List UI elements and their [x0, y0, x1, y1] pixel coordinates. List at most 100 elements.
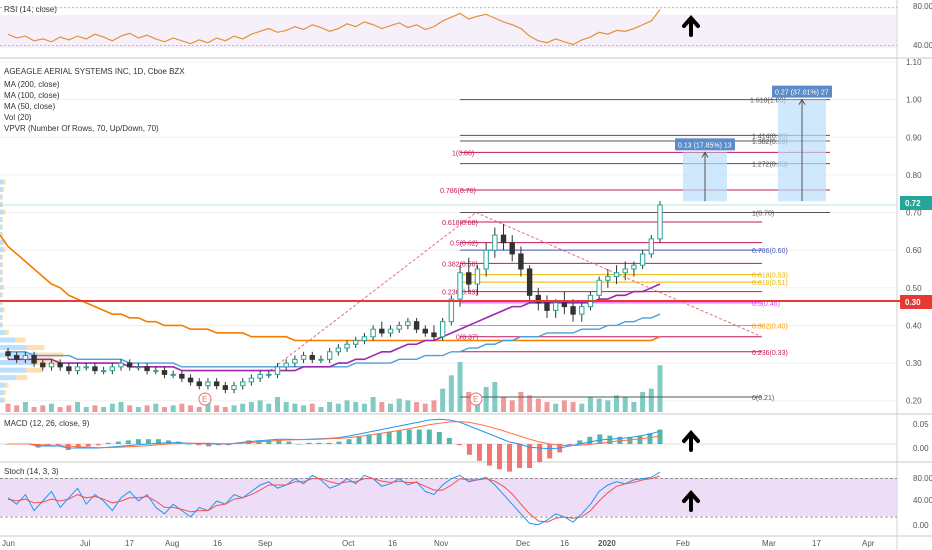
macd-histogram-bar — [547, 444, 552, 458]
candle-body — [110, 367, 114, 371]
vpvr-bar-down — [2, 217, 3, 222]
macd-histogram-bar — [326, 443, 331, 444]
candle-body — [310, 356, 314, 360]
candle-body — [371, 329, 375, 337]
volume-bar — [223, 407, 228, 412]
vpvr-bar-down — [2, 322, 3, 327]
volume-bar — [631, 402, 636, 412]
volume-bar — [179, 404, 184, 412]
vpvr-bar-up — [0, 187, 3, 192]
vpvr-bar-down — [2, 270, 3, 275]
macd-histogram-bar — [587, 437, 592, 444]
volume-bar — [197, 407, 202, 412]
volume-bar — [58, 407, 63, 412]
x-axis-label: Aug — [165, 539, 179, 548]
candle-body — [553, 303, 557, 311]
macd-histogram-bar — [186, 444, 191, 445]
candle-body — [223, 386, 227, 390]
legend-vol: Vol (20) — [4, 113, 32, 122]
volume-bar — [605, 400, 610, 412]
price-tick-label: 1.10 — [906, 58, 922, 67]
volume-bar — [23, 402, 28, 412]
volume-bar — [318, 407, 323, 412]
vpvr-bar-down — [4, 390, 6, 395]
volume-bar — [153, 404, 158, 412]
candle-body — [258, 374, 262, 378]
candle-body — [214, 382, 218, 386]
candle-body — [301, 356, 305, 360]
macd-histogram-bar — [487, 444, 492, 466]
vpvr-bar-up — [0, 270, 2, 275]
volume-bar — [266, 404, 271, 412]
volume-bar — [588, 397, 593, 412]
candle-body — [275, 367, 279, 375]
vpvr-bar-down — [2, 255, 3, 260]
volume-bar — [388, 404, 393, 412]
x-axis-label: Jul — [80, 539, 90, 548]
volume-bar — [214, 405, 219, 412]
candle-body — [128, 363, 132, 367]
vpvr-bar-down — [3, 398, 5, 403]
vpvr-bar-down — [2, 225, 3, 230]
candle-body — [580, 307, 584, 315]
candle-body — [406, 322, 410, 326]
vpvr-bar-up — [0, 255, 2, 260]
volume-bar — [145, 405, 150, 412]
candle-body — [458, 273, 462, 299]
fib-level-label: 1(0.86) — [452, 150, 474, 157]
volume-bar — [162, 407, 167, 412]
volume-bar — [397, 399, 402, 412]
candle-body — [423, 329, 427, 333]
candle-body — [197, 382, 201, 386]
vpvr-bar-up — [0, 285, 2, 290]
vpvr-bar-up — [0, 337, 15, 342]
x-axis-label: Nov — [434, 539, 448, 548]
vpvr-bar-down — [27, 345, 45, 350]
candle-body — [606, 277, 610, 281]
volume-bar — [518, 392, 523, 412]
vpvr-bar-down — [3, 247, 5, 252]
candle-body — [432, 333, 436, 337]
candle-body — [501, 235, 505, 243]
macd-histogram-bar — [377, 433, 382, 444]
macd-tick-000: 0.00 — [913, 444, 929, 453]
earnings-marker-2-label: E — [473, 395, 478, 404]
candle-body — [440, 322, 444, 337]
candle-body — [241, 382, 245, 386]
macd-histogram-bar — [387, 432, 392, 444]
candle-body — [232, 386, 236, 390]
vpvr-bar-up — [0, 247, 3, 252]
stoch-tick-40: 40.00 — [913, 496, 932, 505]
target-label: 0.27 (37.01%) 27 — [775, 90, 829, 97]
volume-bar — [458, 362, 463, 412]
volume-bar — [127, 405, 132, 412]
target-label: 0.13 (17.85%) 13 — [678, 142, 732, 149]
candle-body — [84, 367, 88, 368]
volume-bar — [614, 395, 619, 412]
volume-bar — [536, 399, 541, 412]
candle-body — [493, 235, 497, 250]
vpvr-bar-up — [0, 315, 2, 320]
volume-bar — [301, 405, 306, 412]
candle-body — [293, 359, 297, 363]
x-axis-label: 17 — [812, 539, 821, 548]
vpvr-bar-up — [0, 179, 3, 184]
rsi-tick-80: 80.00 — [913, 2, 932, 11]
candle-body — [145, 367, 149, 371]
macd-histogram-bar — [357, 437, 362, 444]
vpvr-bar-up — [0, 368, 26, 373]
x-axis-label: Sep — [258, 539, 273, 548]
macd-histogram-bar — [427, 430, 432, 444]
macd-histogram-bar — [116, 442, 121, 444]
candle-body — [380, 329, 384, 333]
price-tick-label: 0.80 — [906, 171, 922, 180]
volume-bar — [32, 407, 37, 412]
vpvr-bar-down — [2, 315, 3, 320]
x-axis-label: Apr — [862, 539, 875, 548]
vpvr-bar-up — [0, 217, 2, 222]
volume-bar — [92, 405, 97, 412]
last-price-label: 0.72 — [905, 199, 921, 208]
vpvr-bar-up — [0, 225, 2, 230]
candle-body — [32, 356, 36, 364]
x-axis-label: 16 — [560, 539, 569, 548]
